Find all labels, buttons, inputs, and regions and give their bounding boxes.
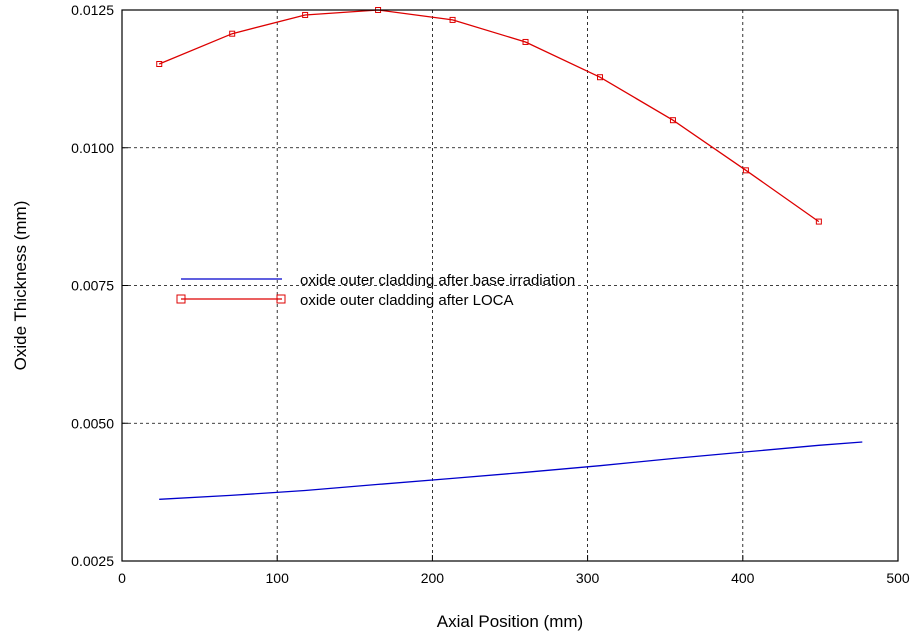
y-tick-label: 0.0125 — [71, 2, 114, 18]
y-tick-label: 0.0025 — [71, 553, 114, 569]
tick-layer: 0 100 200 300 400 500 0.0025 0.0050 0.0075 0.0100… — [71, 2, 910, 586]
grid-layer — [122, 10, 898, 561]
data-point-marker — [156, 60, 163, 67]
legend-marker-loca-left — [176, 294, 186, 304]
y-axis-title: Oxide Thickness (mm) — [11, 201, 30, 371]
data-point-marker — [815, 218, 822, 225]
y-tick-label: 0.0100 — [71, 140, 114, 156]
data-point-marker — [302, 11, 309, 18]
data-point-marker — [449, 16, 456, 23]
y-tick-label: 0.0050 — [71, 415, 114, 431]
legend: oxide outer cladding after base irradiat… — [176, 272, 575, 309]
x-tick-label: 300 — [576, 570, 600, 586]
legend-label-loca: oxide outer cladding after LOCA — [300, 292, 513, 309]
x-tick-label: 100 — [266, 570, 290, 586]
data-point-marker — [597, 74, 604, 81]
x-axis-title: Axial Position (mm) — [437, 612, 583, 631]
data-point-marker — [669, 117, 676, 124]
series-line-1 — [158, 9, 820, 223]
legend-marker-loca-right — [276, 294, 286, 304]
series-layer — [156, 7, 863, 500]
data-point-marker — [742, 167, 749, 174]
series-line-0 — [159, 441, 863, 500]
x-tick-label: 0 — [118, 570, 126, 586]
y-tick-label: 0.0075 — [71, 278, 114, 294]
x-tick-label: 200 — [421, 570, 445, 586]
x-tick-label: 400 — [731, 570, 755, 586]
legend-label-base-irradiation: oxide outer cladding after base irradiat… — [300, 272, 575, 289]
data-point-marker — [229, 30, 236, 37]
x-tick-label: 500 — [886, 570, 910, 586]
data-point-marker — [522, 38, 529, 45]
